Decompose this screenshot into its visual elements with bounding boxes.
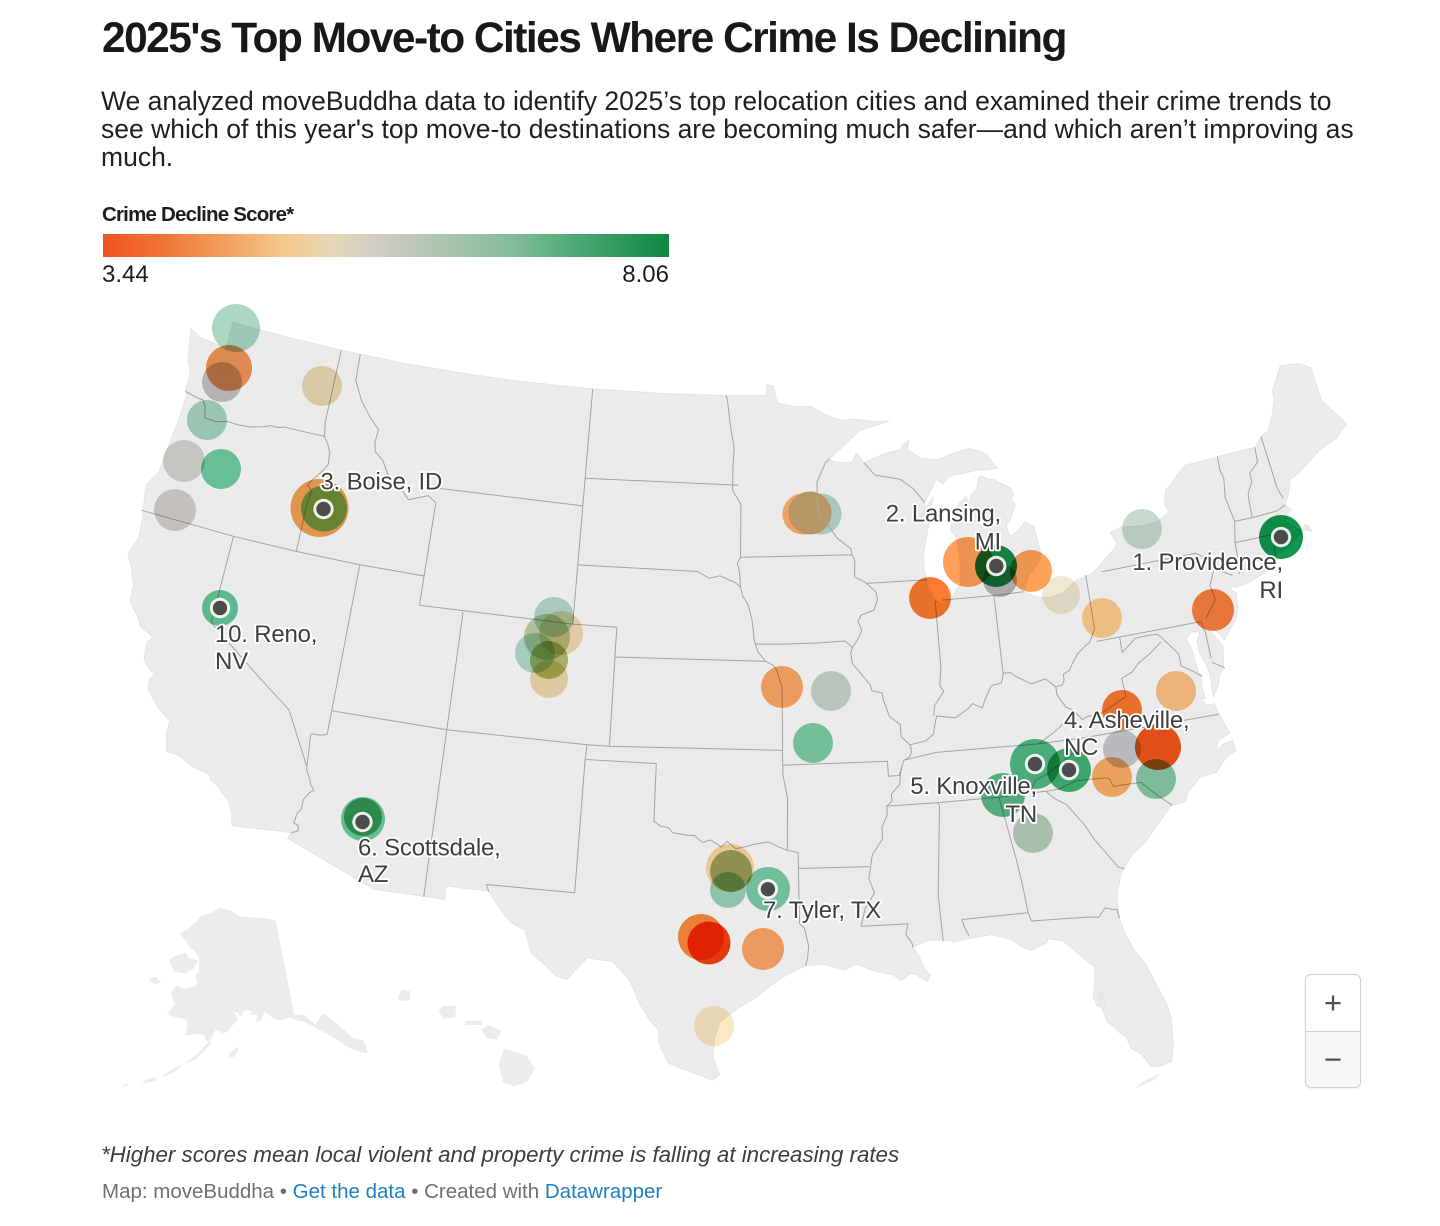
svg-text:AZ: AZ bbox=[358, 861, 388, 888]
svg-text:7. Tyler, TX: 7. Tyler, TX bbox=[763, 897, 881, 924]
svg-text:MI: MI bbox=[975, 529, 1001, 556]
svg-text:2. Lansing,: 2. Lansing, bbox=[886, 501, 1001, 528]
svg-text:NC: NC bbox=[1064, 734, 1098, 761]
svg-text:10. Reno,: 10. Reno, bbox=[215, 621, 317, 648]
svg-text:RI: RI bbox=[1259, 577, 1283, 604]
svg-text:4. Asheville,: 4. Asheville, bbox=[1064, 707, 1189, 734]
svg-text:3. Boise, ID: 3. Boise, ID bbox=[321, 469, 443, 496]
svg-text:NV: NV bbox=[215, 648, 248, 675]
svg-text:6. Scottsdale,: 6. Scottsdale, bbox=[358, 835, 501, 862]
svg-text:1. Providence,: 1. Providence, bbox=[1132, 549, 1283, 576]
svg-text:5. Knoxville,: 5. Knoxville, bbox=[910, 773, 1037, 800]
svg-text:TN: TN bbox=[1005, 801, 1037, 828]
